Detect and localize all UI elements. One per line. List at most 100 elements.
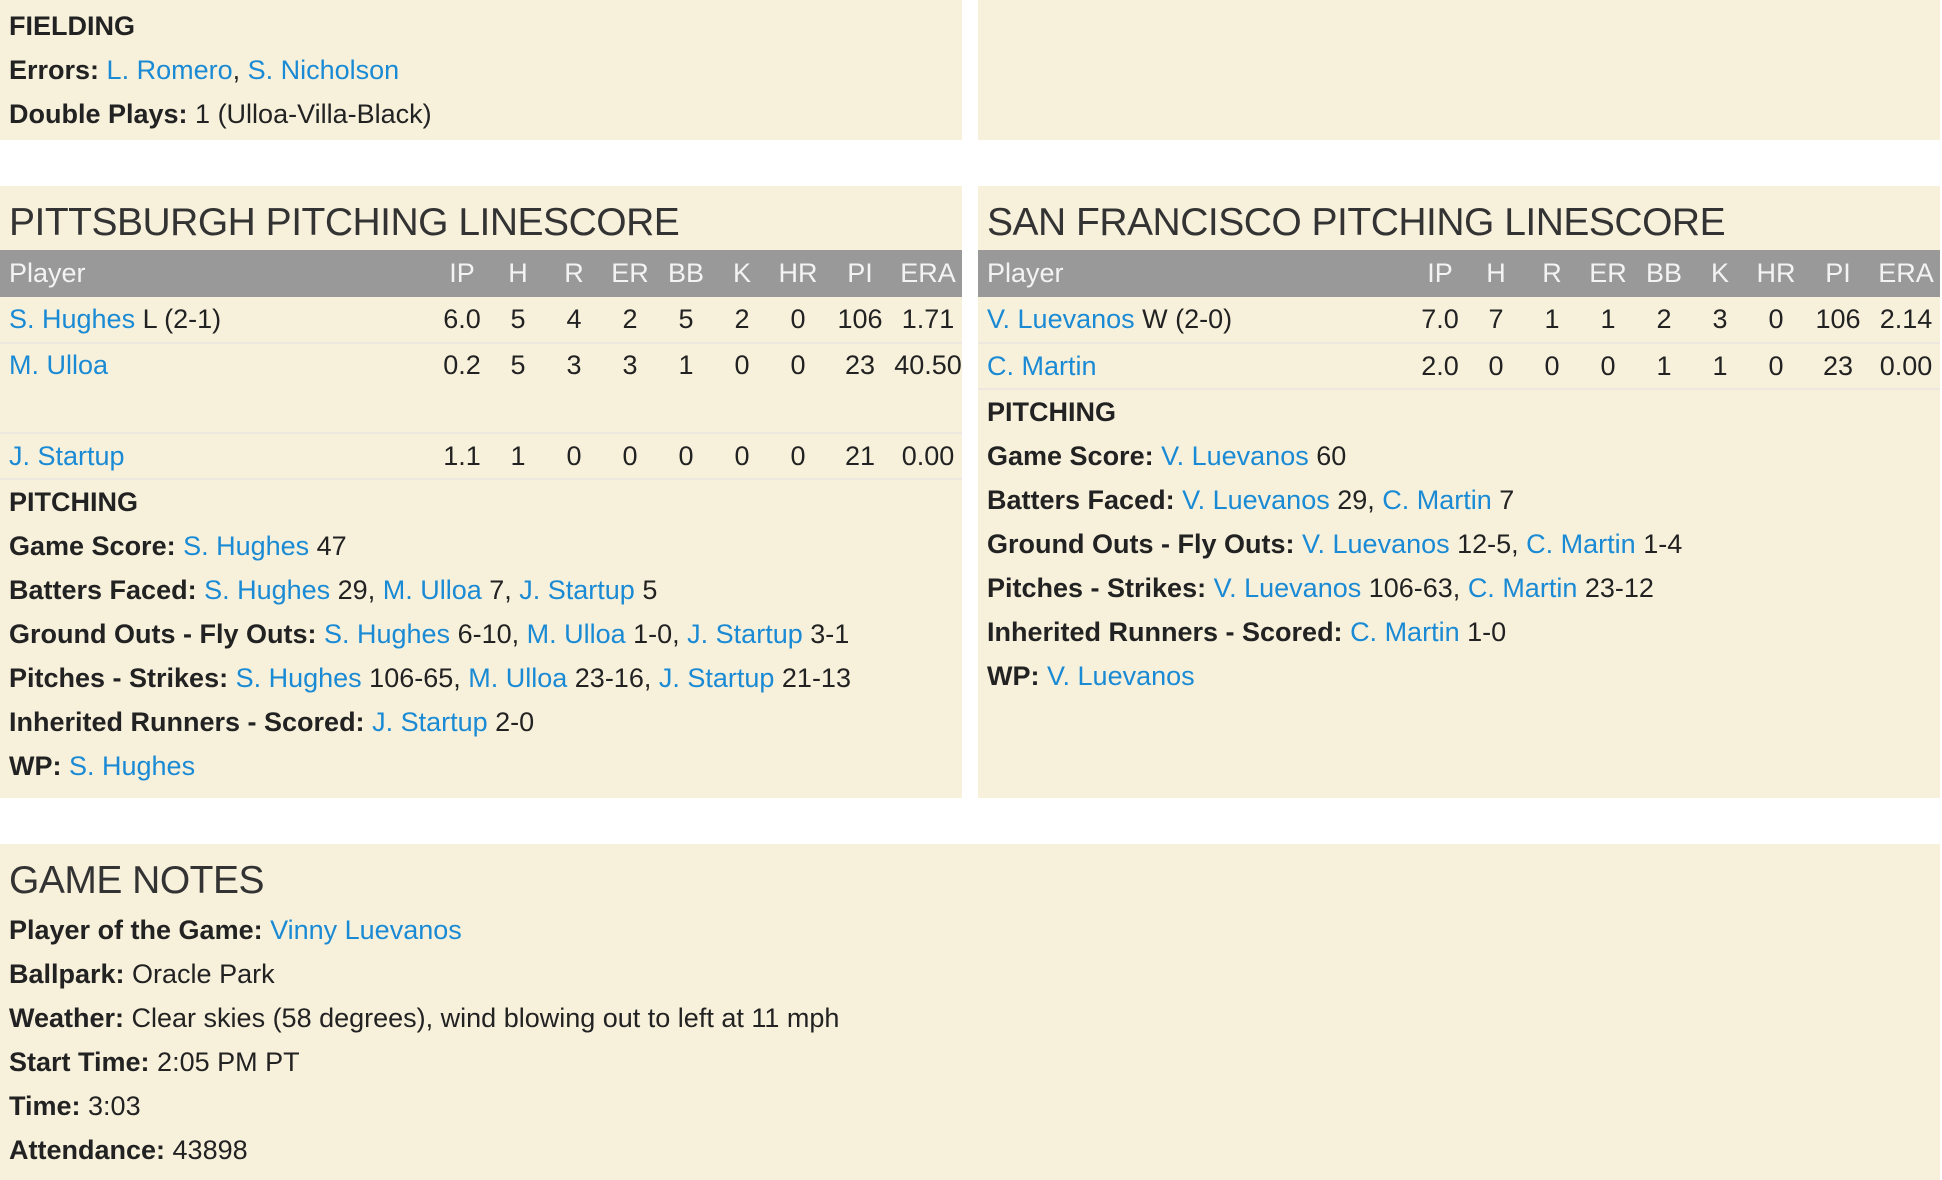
pitching-heading: PITCHING — [987, 397, 1117, 427]
column-header-h[interactable]: H — [1468, 250, 1524, 297]
player-link[interactable]: S. Hughes — [69, 751, 196, 781]
player-link[interactable]: V. Luevanos — [1047, 661, 1195, 691]
info-line: Pitches - Strikes: S. Hughes 106-65, M. … — [0, 656, 962, 700]
player-link[interactable]: L. Romero — [106, 55, 233, 85]
player-cell: J. Startup — [0, 433, 434, 480]
stat-bb: 1 — [658, 343, 714, 434]
info-value: Clear skies (58 degrees), wind blowing o… — [131, 1003, 840, 1033]
player-link[interactable]: C. Martin — [1526, 529, 1636, 559]
info-value: 12-5, — [1449, 529, 1527, 559]
info-value: 43898 — [172, 1135, 248, 1165]
info-label: Player of the Game: — [9, 915, 271, 945]
column-header-r[interactable]: R — [1524, 250, 1580, 297]
player-link[interactable]: Vinny Luevanos — [270, 915, 462, 945]
player-link[interactable]: J. Startup — [519, 575, 635, 605]
player-link[interactable]: S. Hughes — [235, 663, 362, 693]
player-link[interactable]: M. Ulloa — [382, 575, 482, 605]
info-value: 7, — [481, 575, 520, 605]
player-link[interactable]: C. Martin — [987, 350, 1097, 381]
player-link[interactable]: V. Luevanos — [1161, 441, 1309, 471]
info-line: Player of the Game: Vinny Luevanos — [0, 908, 1940, 952]
column-header-bb[interactable]: BB — [658, 250, 714, 297]
stat-era: 0.00 — [894, 433, 962, 480]
decision: L (2-1) — [135, 304, 222, 334]
column-header-era[interactable]: ERA — [894, 250, 962, 297]
stat-pi: 23 — [1804, 343, 1872, 390]
column-header-r[interactable]: R — [546, 250, 602, 297]
player-link[interactable]: S. Hughes — [323, 619, 451, 649]
info-line: Start Time: 2:05 PM PT — [0, 1040, 1940, 1084]
stat-er: 1 — [1580, 297, 1636, 344]
info-value: Oracle Park — [132, 959, 275, 989]
pitching-lines: Game Score: V. Luevanos 60 Batters Faced:… — [978, 434, 1940, 698]
stat-k: 2 — [714, 297, 770, 344]
info-value: 5 — [634, 575, 658, 605]
info-value: 23-16, — [567, 663, 659, 693]
stat-hr: 0 — [1748, 343, 1804, 390]
player-link[interactable]: C. Martin — [1467, 573, 1578, 603]
fielding-lines: Errors: L. Romero, S. Nicholson Double Pl… — [0, 48, 962, 136]
stat-era: 2.14 — [1872, 297, 1940, 344]
info-value: 60 — [1308, 441, 1347, 471]
info-value: 1 (Ulloa-Villa-Black) — [195, 99, 432, 129]
column-header-k[interactable]: K — [1692, 250, 1748, 297]
column-header-ip[interactable]: IP — [434, 250, 490, 297]
info-line: Inherited Runners - Scored: C. Martin 1-… — [978, 610, 1940, 654]
stat-er: 2 — [602, 297, 658, 344]
info-label: Game Score: — [9, 531, 184, 561]
player-link[interactable]: S. Hughes — [183, 531, 310, 561]
column-header-bb[interactable]: BB — [1636, 250, 1692, 297]
stat-k: 0 — [714, 343, 770, 434]
column-header-er[interactable]: ER — [1580, 250, 1636, 297]
player-link[interactable]: S. Nicholson — [247, 55, 400, 85]
info-line: Weather: Clear skies (58 degrees), wind … — [0, 996, 1940, 1040]
stat-bb: 5 — [658, 297, 714, 344]
info-value: 1-0, — [625, 619, 688, 649]
column-header-h[interactable]: H — [490, 250, 546, 297]
info-line: Batters Faced: S. Hughes 29, M. Ulloa 7,… — [0, 568, 962, 612]
table-row: M. Ulloa 0.2 5 3 3 1 0 0 23 40.50 — [0, 343, 962, 434]
player-link[interactable]: J. Startup — [687, 619, 803, 649]
column-header-era[interactable]: ERA — [1872, 250, 1940, 297]
stat-hr: 0 — [770, 297, 826, 344]
player-link[interactable]: S. Hughes — [9, 304, 136, 334]
info-line: Errors: L. Romero, S. Nicholson — [0, 48, 962, 92]
player-link[interactable]: J. Startup — [658, 663, 775, 693]
player-link[interactable]: V. Luevanos — [1182, 485, 1330, 515]
info-value: 21-13 — [774, 663, 851, 693]
stat-pi: 106 — [826, 297, 894, 344]
stat-h: 1 — [490, 433, 546, 480]
panel-title: PITTSBURGH PITCHING LINESCORE — [9, 201, 680, 244]
column-header-k[interactable]: K — [714, 250, 770, 297]
column-header-er[interactable]: ER — [602, 250, 658, 297]
player-link[interactable]: C. Martin — [1350, 617, 1460, 647]
stat-ip: 6.0 — [434, 297, 490, 344]
player-link[interactable]: J. Startup — [372, 707, 488, 737]
column-header-player[interactable]: Player — [0, 250, 434, 297]
column-header-ip[interactable]: IP — [1412, 250, 1468, 297]
info-label: Time: — [9, 1091, 89, 1121]
stat-er: 3 — [602, 343, 658, 434]
table-row: J. Startup 1.1 1 0 0 0 0 0 21 0.00 — [0, 433, 962, 480]
stat-h: 0 — [1468, 343, 1524, 390]
column-header-player[interactable]: Player — [978, 250, 1412, 297]
stat-h: 7 — [1468, 297, 1524, 344]
column-header-hr[interactable]: HR — [1748, 250, 1804, 297]
player-link[interactable]: V. Luevanos — [1213, 573, 1362, 603]
player-link[interactable]: M. Ulloa — [9, 350, 109, 380]
column-header-hr[interactable]: HR — [770, 250, 826, 297]
player-link[interactable]: C. Martin — [1382, 485, 1492, 515]
stat-r: 0 — [1524, 343, 1580, 390]
player-link[interactable]: V. Luevanos — [1301, 529, 1450, 559]
player-link[interactable]: S. Hughes — [204, 575, 331, 605]
column-header-pi[interactable]: PI — [1804, 250, 1872, 297]
stat-bb: 0 — [658, 433, 714, 480]
player-link[interactable]: M. Ulloa — [468, 663, 568, 693]
column-header-pi[interactable]: PI — [826, 250, 894, 297]
info-label: WP: — [987, 661, 1047, 691]
info-value: 23-12 — [1577, 573, 1654, 603]
player-link[interactable]: M. Ulloa — [526, 619, 626, 649]
stat-era: 1.71 — [894, 297, 962, 344]
player-link[interactable]: J. Startup — [9, 440, 125, 471]
player-link[interactable]: V. Luevanos — [987, 304, 1135, 334]
